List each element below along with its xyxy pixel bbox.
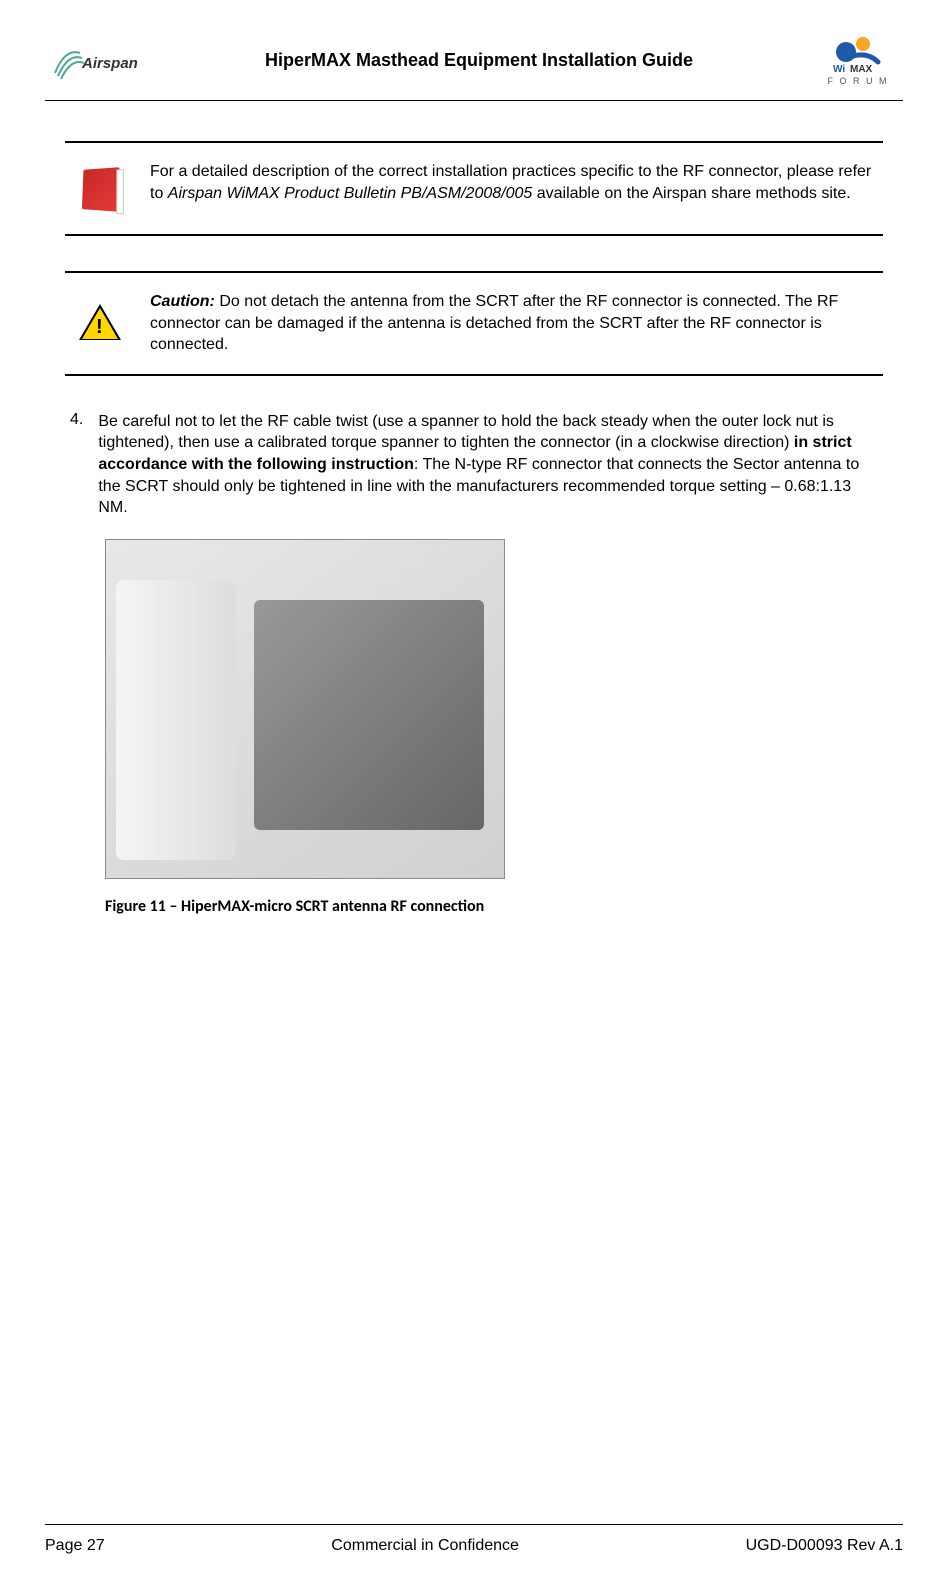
caution-callout: Caution: Do not detach the antenna from … [65,271,883,376]
note-text-after: available on the Airspan share methods s… [532,185,850,202]
svg-text:MAX: MAX [850,64,873,74]
footer-doc-id: UGD-D00093 Rev A.1 [746,1537,903,1555]
page-header: Airspan HiperMAX Masthead Equipment Inst… [45,30,903,101]
footer-page-number: Page 27 [45,1537,105,1555]
caution-label: Caution: [150,293,215,310]
step-text: Be careful not to let the RF cable twist… [98,411,883,519]
wimax-forum-text: F O R U M [828,76,889,86]
page-content: For a detailed description of the correc… [45,141,903,1524]
figure-image-placeholder [105,539,505,879]
svg-text:Airspan: Airspan [81,55,138,72]
figure-11: Figure 11 – HiperMAX-micro SCRT antenna … [105,539,883,916]
note-text: For a detailed description of the correc… [150,161,883,204]
figure-caption: Figure 11 – HiperMAX-micro SCRT antenna … [105,897,883,916]
step-text-before: Be careful not to let the RF cable twist… [98,413,834,452]
airspan-logo: Airspan [45,35,145,85]
note-callout: For a detailed description of the correc… [65,141,883,236]
warning-icon [75,291,125,346]
svg-text:Wi: Wi [833,64,845,74]
caution-body: Do not detach the antenna from the SCRT … [150,293,838,353]
book-icon [75,161,125,216]
note-text-italic: Airspan WiMAX Product Bulletin PB/ASM/20… [168,185,532,202]
header-title: HiperMAX Masthead Equipment Installation… [145,50,813,71]
caution-text: Caution: Do not detach the antenna from … [150,291,883,356]
step-number: 4. [65,411,83,519]
wimax-forum-logo: Wi MAX F O R U M [813,30,903,90]
step-4: 4. Be careful not to let the RF cable tw… [65,411,883,519]
page-footer: Page 27 Commercial in Confidence UGD-D00… [45,1524,903,1580]
footer-confidentiality: Commercial in Confidence [331,1537,519,1555]
